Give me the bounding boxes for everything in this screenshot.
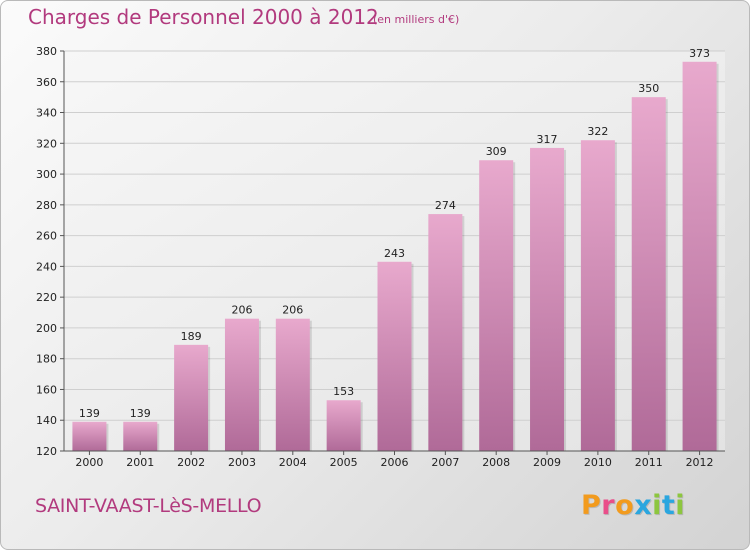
- data-label: 153: [333, 385, 354, 398]
- y-tick-label: 360: [36, 76, 57, 89]
- data-label: 206: [282, 304, 303, 317]
- y-tick-label: 120: [36, 445, 57, 458]
- x-tick-label: 2004: [279, 456, 307, 469]
- x-axis-ticks: 2000 2001 2002 2003 2004 2005 2006 2007 2008 2009…: [75, 451, 714, 469]
- x-tick-label: 2009: [533, 456, 561, 469]
- x-tick-label: 2000: [75, 456, 103, 469]
- y-tick-label: 240: [36, 260, 57, 273]
- x-tick-label: 2012: [686, 456, 714, 469]
- y-tick-label: 300: [36, 168, 57, 181]
- logo-letter: i: [675, 490, 686, 521]
- bar-2010: [580, 140, 615, 451]
- data-label: 373: [689, 47, 710, 60]
- bar-2009: [530, 147, 565, 451]
- bars-group: [72, 61, 719, 452]
- bar-2000: [72, 421, 107, 451]
- data-label: 350: [638, 82, 659, 95]
- x-tick-label: 2007: [431, 456, 459, 469]
- bar-2004: [275, 318, 310, 451]
- x-tick-label: 2003: [228, 456, 256, 469]
- y-tick-label: 140: [36, 414, 57, 427]
- logo-letter: r: [601, 490, 616, 521]
- bar-2005: [326, 400, 361, 451]
- y-tick-label: 200: [36, 322, 57, 335]
- chart-title: Charges de Personnel 2000 à 2012: [28, 5, 379, 29]
- logo-letter: P: [581, 490, 602, 521]
- data-label: 322: [587, 125, 608, 138]
- x-tick-label: 2011: [635, 456, 663, 469]
- logo-letter: i: [652, 490, 662, 521]
- y-tick-label: 320: [36, 137, 57, 150]
- logo-letter: x: [634, 490, 653, 521]
- bar-2002: [174, 344, 209, 451]
- y-axis-ticks: 120 140 160 180 200 220 240 260 280 300 320 340 360 3…: [36, 45, 64, 458]
- y-tick-label: 340: [36, 107, 57, 120]
- x-tick-label: 2006: [381, 456, 409, 469]
- x-tick-label: 2005: [330, 456, 358, 469]
- y-tick-label: 180: [36, 353, 57, 366]
- y-tick-label: 160: [36, 383, 57, 396]
- data-label: 309: [486, 145, 507, 158]
- bar-2008: [479, 160, 514, 451]
- axes: [63, 51, 725, 452]
- x-tick-label: 2010: [584, 456, 612, 469]
- y-tick-label: 220: [36, 291, 57, 304]
- y-tick-label: 260: [36, 230, 57, 243]
- bar-2012: [682, 61, 717, 452]
- logo-letter: o: [615, 490, 635, 521]
- logo-letter: t: [661, 490, 676, 521]
- x-tick-label: 2001: [126, 456, 154, 469]
- chart-unit-note: (en milliers d'€): [373, 13, 460, 26]
- data-label: 139: [130, 407, 151, 420]
- commune-name: SAINT-VAAST-LèS-MELLO: [35, 495, 262, 517]
- proxiti-logo: Proxiti: [581, 490, 685, 521]
- bar-2007: [428, 214, 463, 451]
- data-label: 243: [384, 247, 405, 260]
- x-tick-label: 2002: [177, 456, 205, 469]
- data-label: 139: [79, 407, 100, 420]
- y-tick-label: 380: [36, 45, 57, 58]
- x-tick-label: 2008: [482, 456, 510, 469]
- bar-2001: [123, 421, 158, 451]
- data-label: 317: [537, 133, 558, 146]
- data-label: 189: [181, 330, 202, 343]
- bar-2003: [224, 318, 259, 451]
- data-labels: 139 139 189 206 206 153 243 274 309 317 322 350 373: [79, 47, 710, 420]
- data-label: 206: [231, 304, 252, 317]
- bar-2011: [631, 97, 666, 452]
- data-label: 274: [435, 199, 456, 212]
- y-tick-label: 280: [36, 199, 57, 212]
- bar-2006: [377, 261, 412, 451]
